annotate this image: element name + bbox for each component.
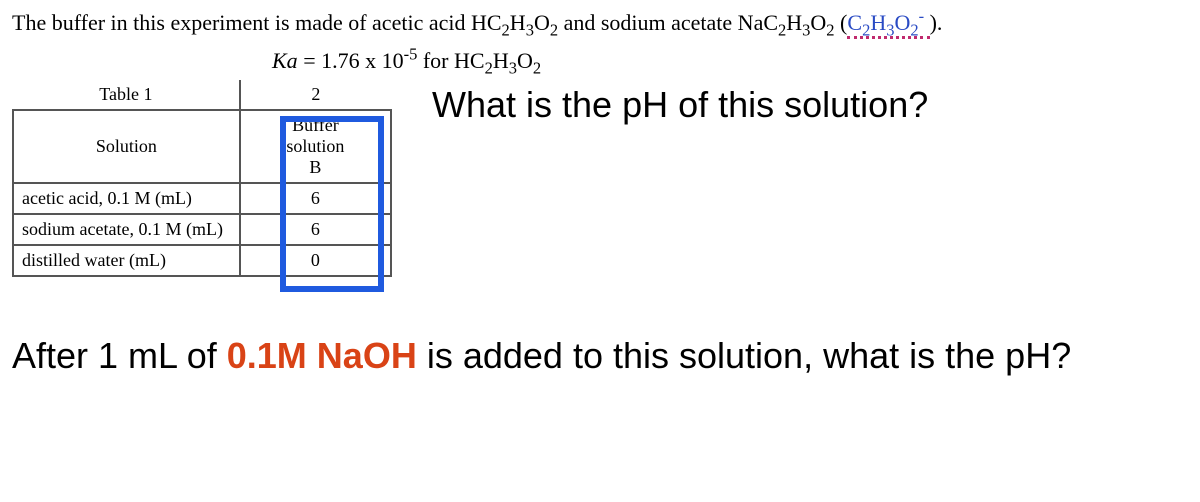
main-question: What is the pH of this solution? <box>432 84 1188 126</box>
intro-prefix: The buffer in this experiment is made of… <box>12 10 502 35</box>
col-num: 2 <box>240 80 391 110</box>
followup-question: After 1 mL of 0.1M NaOH is added to this… <box>12 333 1188 378</box>
table-wrap: Table 1 2 Solution Buffer solution B ace… <box>12 80 412 277</box>
ka-line: Ka = 1.76 x 10-5 for HC2H3O2 <box>272 48 1188 74</box>
table-row: distilled water (mL) 0 <box>13 245 391 276</box>
col-header: Buffer solution B <box>240 110 391 183</box>
naoh-text: 0.1M NaOH <box>227 335 417 376</box>
table-title: Table 1 <box>13 80 240 110</box>
table-row: sodium acetate, 0.1 M (mL) 6 <box>13 214 391 245</box>
buffer-table: Table 1 2 Solution Buffer solution B ace… <box>12 80 392 277</box>
intro-text: The buffer in this experiment is made of… <box>12 8 1188 38</box>
acetate-ion: C2H3O2- <box>847 10 929 39</box>
table-row: acetic acid, 0.1 M (mL) 6 <box>13 183 391 214</box>
row-solution: Solution <box>13 110 240 183</box>
